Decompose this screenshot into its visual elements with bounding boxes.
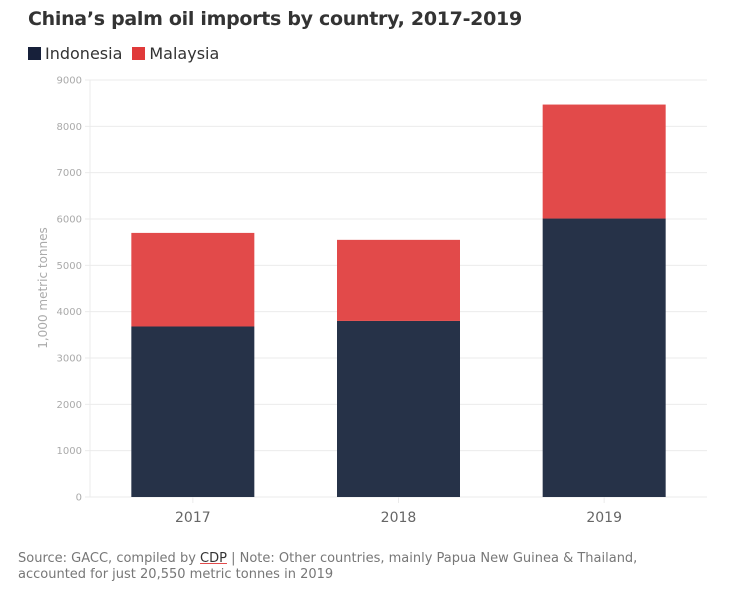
y-axis-label: 1,000 metric tonnes: [36, 227, 50, 349]
y-tick-label: 5000: [57, 261, 82, 272]
bar-indonesia-2017[interactable]: [131, 326, 255, 497]
x-tick-label: 2019: [586, 510, 622, 526]
source-text: Source: GACC, compiled by: [18, 551, 201, 566]
legend: Indonesia Malaysia: [28, 44, 229, 63]
y-tick-label: 2000: [57, 400, 82, 411]
chart-footer: Source: GACC, compiled by CDP | Note: Ot…: [18, 551, 698, 583]
legend-label-malaysia: Malaysia: [149, 44, 220, 63]
note-text: | Note: Other countries, mainly Papua Ne…: [18, 551, 638, 582]
x-tick-label: 2017: [175, 510, 211, 526]
bar-malaysia-2019[interactable]: [542, 104, 666, 219]
bar-indonesia-2019[interactable]: [542, 218, 666, 497]
legend-swatch-malaysia: [132, 47, 146, 60]
y-tick-label: 6000: [57, 215, 82, 226]
bar-indonesia-2018[interactable]: [337, 320, 460, 497]
source-link-cdp[interactable]: CDP: [200, 551, 227, 566]
bar-malaysia-2017[interactable]: [131, 232, 255, 327]
y-tick-label: 1000: [57, 446, 82, 457]
y-tick-label: 0: [76, 493, 82, 504]
y-tick-label: 9000: [57, 76, 82, 87]
chart-title: China’s palm oil imports by country, 201…: [28, 8, 522, 30]
legend-label-indonesia: Indonesia: [45, 44, 123, 63]
y-tick-label: 3000: [57, 354, 82, 365]
y-tick-label: 8000: [57, 122, 82, 133]
x-tick-label: 2018: [381, 510, 417, 526]
bar-malaysia-2018[interactable]: [337, 239, 460, 321]
legend-swatch-indonesia: [28, 47, 41, 60]
legend-item-malaysia[interactable]: Malaysia: [132, 44, 219, 63]
legend-item-indonesia[interactable]: Indonesia: [28, 44, 122, 63]
y-tick-label: 4000: [57, 307, 82, 318]
y-tick-label: 7000: [57, 168, 82, 179]
